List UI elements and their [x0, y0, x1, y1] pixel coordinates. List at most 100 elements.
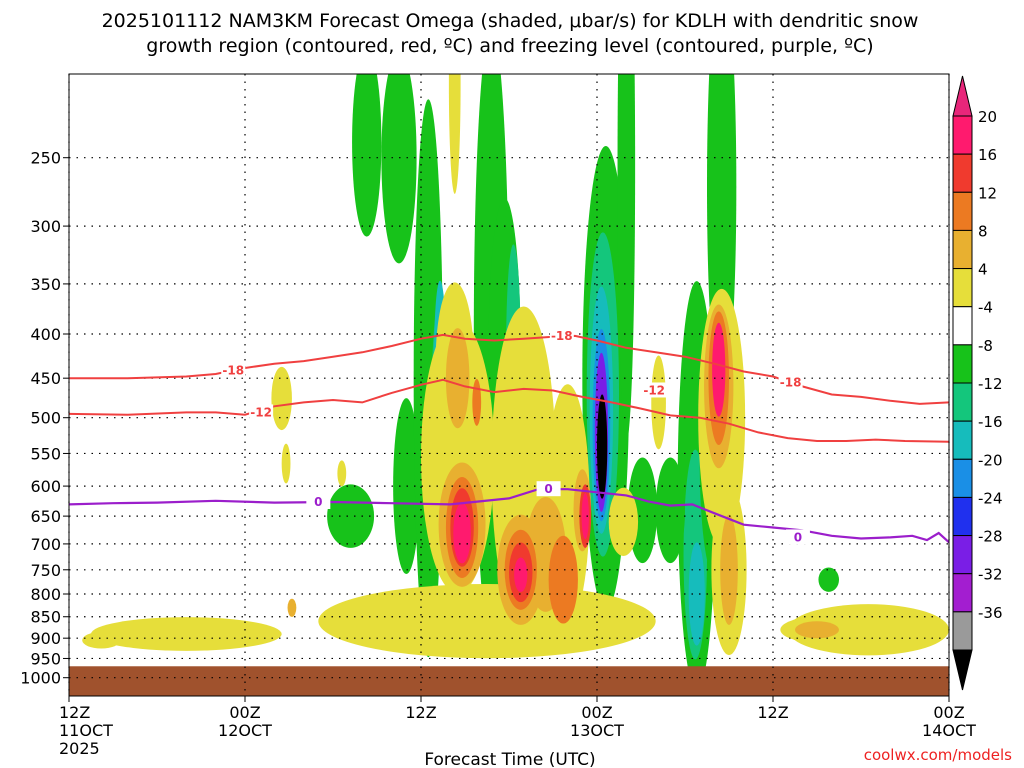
temperature-contours: -18 -18 -18 -12 -12 0 0 0	[69, 327, 949, 545]
colorbar-label-8: -16	[978, 413, 1003, 431]
ground-surface	[69, 666, 949, 696]
colorbar-segment-6	[952, 344, 973, 384]
label-minus18-c: -18	[780, 375, 802, 389]
omega-cell-neg-0	[327, 484, 375, 548]
omega-cell-pos-18	[445, 328, 470, 429]
label-freezing-c: 0	[794, 530, 802, 544]
ytick-label-650: 650	[30, 507, 61, 526]
ytick-label-250: 250	[30, 149, 61, 168]
colorbar-label-11: -28	[978, 528, 1003, 546]
xtick-label-2-0: 12Z	[405, 703, 436, 722]
label-minus18-b: -18	[551, 329, 573, 343]
label-minus18-b-bg	[549, 327, 574, 343]
omega-cell-neg-6	[352, 74, 382, 237]
colorbar-label-10: -24	[978, 489, 1003, 507]
label-minus18-a-bg	[221, 362, 246, 378]
xtick-label-5-1: 14OCT	[922, 721, 976, 740]
colorbar-segment-4	[952, 268, 973, 308]
colorbar-segment-0	[952, 115, 973, 155]
omega-cell-neg-24	[818, 567, 839, 592]
colorbar-segment-8	[952, 420, 973, 460]
ytick-label-400: 400	[30, 325, 61, 344]
colorbar-segment-13	[952, 611, 973, 651]
ytick-label-350: 350	[30, 275, 61, 294]
omega-cell-pos-0	[318, 584, 656, 659]
colorbar-bottom-arrow	[952, 649, 973, 691]
colorbar-segment-1	[952, 153, 973, 193]
label-minus12-a-bg	[249, 404, 274, 420]
omega-cell-pos-3	[82, 631, 121, 649]
ytick-label-800: 800	[30, 585, 61, 604]
label-minus12-a: -12	[250, 405, 272, 419]
omega-cell-pos-11	[651, 355, 666, 450]
omega-cell-pos-5	[281, 443, 291, 484]
xtick-label-3-1: 13OCT	[570, 721, 624, 740]
xtick-label-0-1: 11OCT	[59, 721, 113, 740]
omega-positive-cells	[82, 74, 949, 659]
label-freezing-a-bg	[306, 494, 331, 510]
contour-freezing	[69, 488, 949, 544]
label-minus12-b: -12	[643, 383, 665, 397]
colorbar-label-13: -36	[978, 604, 1003, 622]
colorbar-segment-10	[952, 496, 973, 537]
omega-cell-pos-21	[548, 535, 578, 624]
omega-cell-pos-35	[581, 493, 589, 540]
pressure-axis: 250 300 350 400 450 500 550 600 650 700 750 800 850 9…	[20, 149, 69, 688]
colorbar-segment-12	[952, 573, 973, 613]
omega-cell-neg-23	[655, 457, 685, 564]
omega-cell-neg-1	[393, 398, 420, 575]
omega-cell-pos-37	[472, 378, 482, 426]
plot-frame	[68, 73, 950, 697]
ytick-label-950: 950	[30, 649, 61, 668]
omega-cell-pos-1	[90, 617, 282, 651]
colorbar-segment-11	[952, 535, 973, 575]
omega-cell-pos-36	[712, 322, 726, 417]
label-minus12-b-bg	[642, 382, 667, 398]
colorbar-top-arrow	[952, 75, 973, 117]
ytick-label-300: 300	[30, 217, 61, 236]
label-minus18-a: -18	[222, 364, 244, 378]
xtick-label-0-0: 12Z	[59, 703, 90, 722]
omega-cell-pos-27	[287, 598, 297, 617]
ytick-label-1000: 1000	[20, 669, 61, 688]
omega-cell-pos-26	[795, 621, 839, 639]
label-minus18-c-bg	[778, 374, 803, 390]
ytick-label-700: 700	[30, 535, 61, 554]
ytick-label-900: 900	[30, 629, 61, 648]
ytick-label-550: 550	[30, 444, 61, 463]
ytick-label-750: 750	[30, 561, 61, 580]
ytick-label-600: 600	[30, 477, 61, 496]
colorbar-segment-3	[952, 229, 973, 270]
omega-cell-pos-33	[514, 557, 528, 593]
label-freezing-a: 0	[314, 495, 322, 509]
xtick-label-5-0: 00Z	[933, 703, 964, 722]
ytick-label-500: 500	[30, 409, 61, 428]
colorbar-label-7: -12	[978, 375, 1003, 393]
ytick-label-450: 450	[30, 369, 61, 388]
omega-cell-neg-5	[381, 74, 417, 264]
colorbar-label-0: 20	[978, 108, 997, 126]
chart-title-line1: 2025101112 NAM3KM Forecast Omega (shaded…	[102, 10, 919, 32]
colorbar-label-4: 4	[978, 261, 988, 279]
omega-cell-pos-16	[337, 460, 347, 487]
omega-cell-neg-20	[688, 542, 705, 646]
colorbar-label-1: 16	[978, 146, 997, 164]
omega-cell-pos-10	[608, 487, 639, 556]
colorbar-label-5: -4	[978, 299, 993, 317]
xtick-label-4-0: 12Z	[757, 703, 788, 722]
colorbar-label-9: -20	[978, 451, 1003, 469]
xtick-label-0-2: 2025	[59, 739, 100, 758]
colorbar-label-2: 12	[978, 184, 997, 202]
x-axis-label: Forecast Time (UTC)	[424, 750, 595, 768]
colorbar-segment-9	[952, 458, 973, 498]
omega-cell-pos-4	[271, 366, 292, 431]
omega-cell-neg-15	[597, 394, 608, 499]
label-freezing-b: 0	[544, 482, 552, 496]
colorbar-segment-7	[952, 382, 973, 422]
omega-cell-neg-16	[617, 74, 636, 442]
label-freezing-c-bg	[785, 529, 810, 545]
label-freezing-b-bg	[536, 481, 561, 497]
colorbar-label-12: -32	[978, 566, 1003, 584]
credit-text: coolwx.com/models	[864, 746, 1012, 764]
